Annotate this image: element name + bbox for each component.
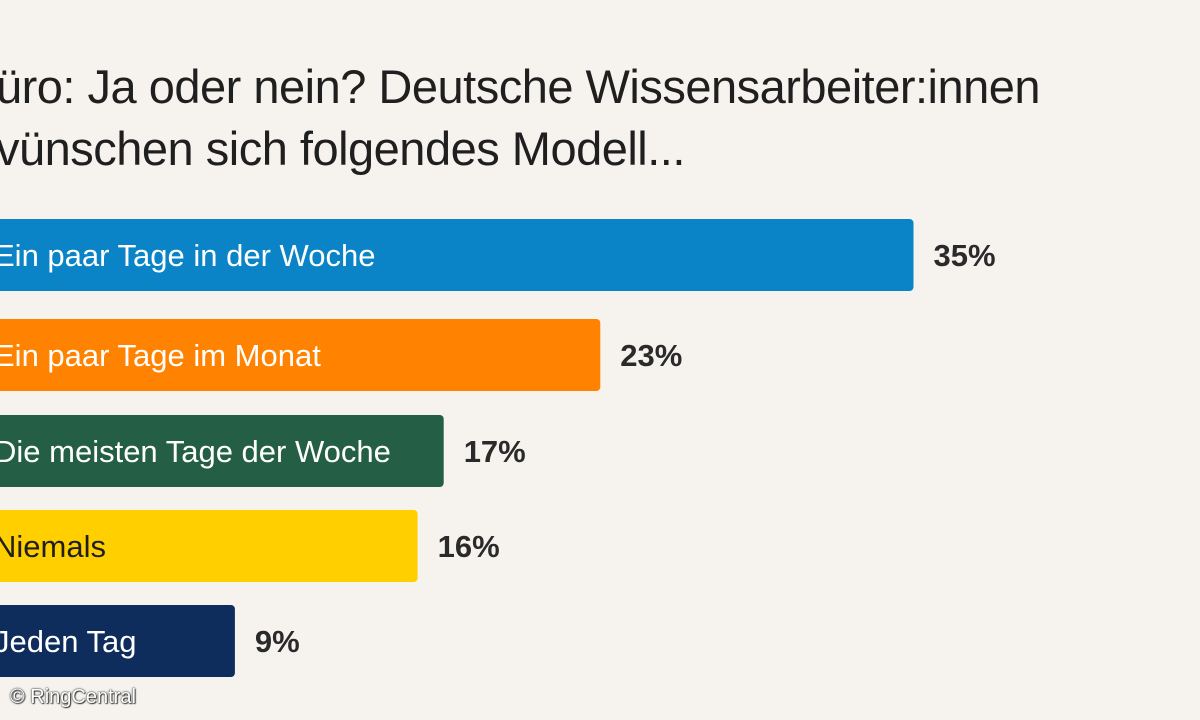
bar-label-4: Niemals	[0, 529, 106, 564]
value-label-5: 9%	[255, 624, 300, 659]
bar-label-3: Die meisten Tage der Woche	[0, 434, 391, 469]
bar-label-1: Ein paar Tage in der Woche	[0, 238, 375, 273]
bar-4	[0, 510, 418, 582]
value-label-1: 35%	[934, 238, 996, 273]
value-label-2: 23%	[620, 338, 682, 373]
value-label-4: 16%	[438, 529, 500, 564]
bar-3	[0, 415, 444, 487]
bar-label-5: Jeden Tag	[0, 624, 137, 659]
value-label-3: 17%	[464, 434, 526, 469]
bar-5	[0, 605, 235, 677]
chart-title-line-1: üro: Ja oder nein? Deutsche Wissensarbei…	[0, 60, 1041, 113]
bar-2	[0, 319, 601, 391]
chart-title: üro: Ja oder nein? Deutsche Wissensarbei…	[0, 56, 1200, 180]
bar-1	[0, 219, 914, 291]
chart-title-line-2: vünschen sich folgendes Modell...	[0, 122, 685, 175]
copyright-note: © RingCentral	[10, 686, 136, 708]
bar-label-2: Ein paar Tage im Monat	[0, 338, 321, 373]
